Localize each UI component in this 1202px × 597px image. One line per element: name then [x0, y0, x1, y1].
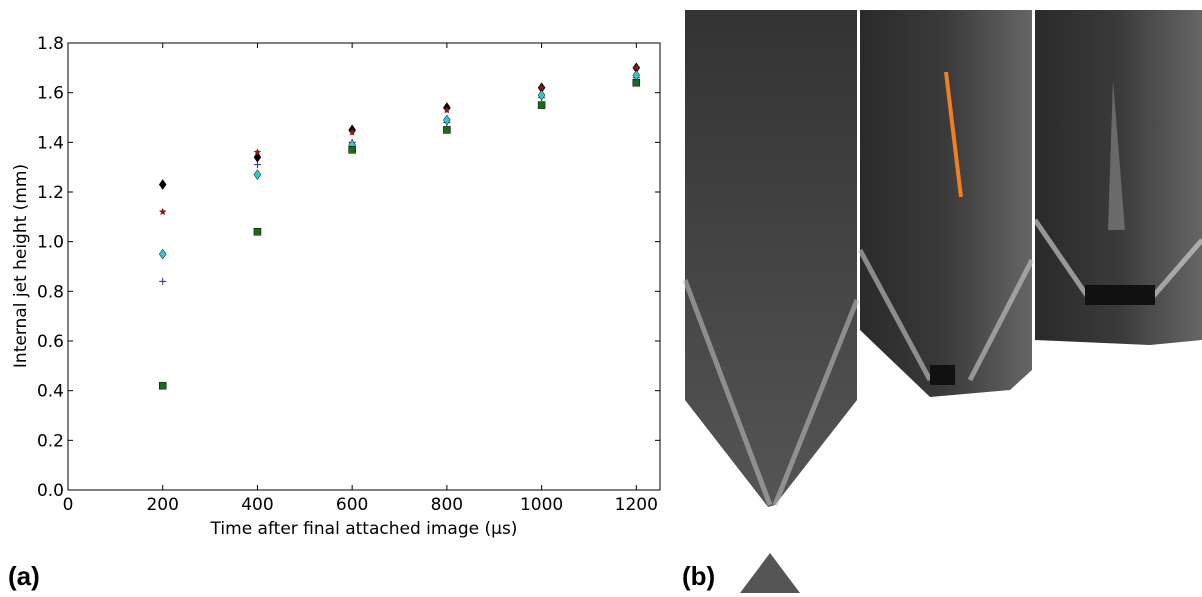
y-tick-label: 0.8 — [37, 282, 64, 302]
y-tick-label: 0.6 — [37, 332, 64, 352]
photo-2-edge — [857, 248, 1035, 382]
photo-3-jet — [1108, 80, 1125, 230]
x-axis-label: Time after final attached image (μs) — [210, 519, 518, 539]
photo-2-nozzle — [930, 365, 955, 385]
y-tick-label: 0.4 — [37, 382, 64, 402]
point — [158, 207, 167, 216]
y-tick-label: 0.0 — [37, 481, 64, 501]
point — [348, 128, 356, 136]
point — [253, 161, 261, 169]
photo-1-edge — [682, 279, 860, 506]
x-tick-label: 200 — [146, 495, 178, 515]
panel-label: (b) — [682, 561, 715, 591]
point — [159, 277, 167, 285]
y-tick-label: 0.2 — [37, 431, 64, 451]
x-tick-label: 0 — [63, 495, 74, 515]
photo-3-edge — [1032, 218, 1202, 302]
point — [253, 169, 262, 181]
x-tick-label: 600 — [336, 495, 368, 515]
point — [253, 148, 262, 156]
point — [443, 114, 451, 126]
point — [158, 179, 167, 190]
point — [443, 106, 451, 114]
panel-label: (a) — [8, 561, 40, 591]
y-tick-label: 1.2 — [37, 183, 64, 203]
point — [632, 78, 641, 87]
x-tick-label: 400 — [241, 495, 273, 515]
point — [537, 89, 546, 101]
point — [443, 126, 451, 134]
point — [632, 63, 641, 72]
point — [537, 101, 546, 109]
point — [632, 69, 641, 81]
point — [158, 248, 167, 260]
photo-2 — [860, 10, 1032, 397]
photo-4 — [740, 553, 800, 593]
point — [537, 83, 546, 91]
photo-panels — [682, 10, 1202, 593]
y-tick-label: 1.4 — [37, 133, 64, 153]
x-tick-label: 1200 — [615, 495, 658, 515]
photo-3-nozzle — [1085, 285, 1155, 305]
y-tick-label: 1.6 — [37, 84, 64, 104]
photo-1 — [685, 10, 857, 507]
measure-line — [944, 71, 963, 198]
x-tick-label: 1000 — [520, 495, 563, 515]
point — [253, 227, 262, 236]
y-tick-label: 1.0 — [37, 233, 64, 253]
y-axis-label: Internal jet height (mm) — [11, 164, 31, 368]
y-tick-label: 1.8 — [37, 34, 64, 54]
x-tick-label: 800 — [431, 495, 463, 515]
point — [348, 146, 356, 154]
point — [158, 381, 167, 390]
plot-frame — [67, 42, 661, 491]
